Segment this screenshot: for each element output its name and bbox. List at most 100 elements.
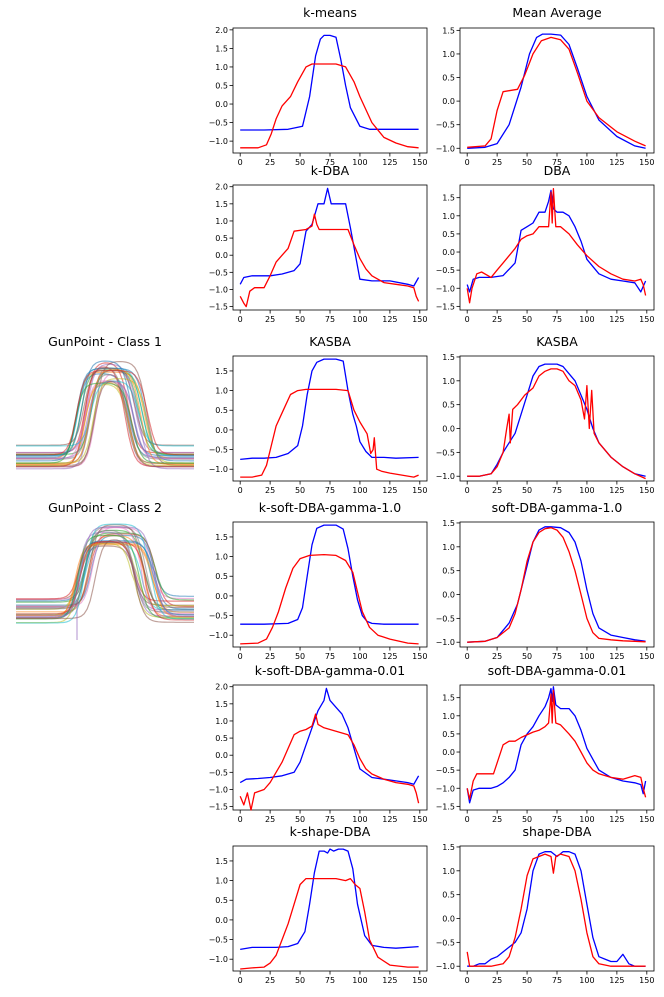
sample-trace [16,360,194,457]
x-tick-label: 125 [609,486,624,495]
x-tick-label: 150 [412,486,427,495]
x-tick-label: 100 [579,315,594,324]
x-tick-label: 50 [522,652,532,661]
x-tick-label: 25 [265,315,275,324]
chart-title: k-means [303,5,357,20]
y-tick-label: 1.5 [442,26,455,35]
y-tick-label: −1.0 [436,638,455,647]
y-tick-label: 1.5 [215,857,228,866]
sample-trace [16,380,194,447]
y-tick-label: −0.5 [209,612,228,621]
x-tick-label: 100 [579,652,594,661]
y-tick-label: −1.0 [436,144,455,153]
y-tick-label: 1.0 [215,717,228,726]
y-tick-label: 1.5 [442,353,455,362]
sample-trace [16,360,194,466]
x-tick-label: 75 [552,976,562,985]
axes-frame [459,684,655,811]
x-tick-label: 75 [552,486,562,495]
x-tick-label: 50 [522,815,532,824]
y-tick-label: 0.5 [215,734,228,743]
y-tick-label: 2.0 [215,26,228,35]
x-tick-label: 0 [465,486,470,495]
series-line-cluster_a [466,189,647,293]
sample-trace [16,379,194,460]
x-tick-label: 125 [382,315,397,324]
chart-panel-11: k-shape-DBA 0 25 50 75 100 125 150 −1.0 −0.5 0.0 0.… [209,824,428,985]
y-tick-label: −1.5 [209,303,228,312]
x-tick-label: 150 [639,815,654,824]
y-tick-label: 0.0 [442,248,455,257]
y-tick-label: 0.0 [442,591,455,600]
series-line-cluster_b [240,877,419,970]
y-tick-label: 1.0 [442,867,455,876]
y-tick-label: 0.0 [442,748,455,757]
chart-panel-10: soft-DBA-gamma-0.01 0 25 50 75 100 125 150 −1.5 −… [436,663,655,824]
y-tick-label: −1.5 [436,302,455,311]
sample-trace [16,526,194,619]
chart-panel-4: DBA 0 25 50 75 100 125 150 −1.5 −1.0 −0.5 0.0 0.5 1.0… [436,163,655,324]
chart-title: KASBA [309,334,351,349]
x-tick-label: 0 [465,976,470,985]
x-tick-label: 100 [579,815,594,824]
y-tick-label: −0.5 [209,768,228,777]
y-tick-label: 0.5 [442,730,455,739]
y-tick-label: 0.5 [215,406,228,415]
series-line-cluster_a [240,848,419,951]
x-tick-label: 25 [492,315,502,324]
x-tick-label: 150 [412,315,427,324]
y-tick-label: 0.5 [442,74,455,83]
x-tick-label: 25 [492,158,502,167]
x-tick-label: 25 [492,652,502,661]
x-tick-label: 100 [352,815,367,824]
y-tick-label: 1.5 [442,519,455,528]
y-tick-label: 1.0 [215,217,228,226]
y-tick-label: 0.0 [215,592,228,601]
x-tick-label: 25 [265,652,275,661]
chart-panel-1: k-means 0 25 50 75 100 125 150 −1.0 −0.5 0.0 0.5 1.0… [209,5,428,167]
y-tick-label: 0.5 [215,572,228,581]
y-tick-label: −1.0 [209,631,228,640]
series-line-cluster_b [466,853,646,967]
x-tick-label: 0 [465,815,470,824]
y-tick-label: −1.0 [436,472,455,481]
chart-title: DBA [544,163,571,178]
axes-frame [232,521,428,648]
x-tick-label: 75 [325,158,335,167]
y-tick-label: 1.5 [442,194,455,203]
y-tick-label: 0.0 [215,251,228,260]
y-tick-label: 0.5 [215,234,228,243]
axes-frame [459,355,655,482]
chart-panel-12: shape-DBA 0 25 50 75 100 125 150 −1.0 −0.5 0.0 0.5 1… [436,824,655,985]
y-tick-label: 1.5 [215,533,228,542]
x-tick-label: 100 [579,486,594,495]
sample-trace [16,378,194,464]
y-tick-label: −1.0 [209,285,228,294]
x-tick-label: 125 [609,976,624,985]
x-tick-label: 150 [639,315,654,324]
x-tick-label: 25 [492,976,502,985]
sample-trace [16,541,194,602]
chart-panel-6: KASBA 0 25 50 75 100 125 150 −1.0 −0.5 0.0 0.5 1.0 1.… [436,334,655,495]
sample-trace [16,532,194,603]
y-tick-label: 0.0 [442,915,455,924]
series-line-cluster_b [239,213,420,308]
series-line-cluster_a [467,851,646,967]
x-tick-label: 0 [238,158,243,167]
axes-frame [459,184,655,311]
x-tick-label: 50 [295,158,305,167]
x-tick-label: 0 [465,158,470,167]
x-tick-label: 125 [382,486,397,495]
x-tick-label: 25 [492,486,502,495]
x-tick-label: 125 [609,815,624,824]
chart-panel-3: k-DBA 0 25 50 75 100 125 150 −1.5 −1.0 −0.5 0.0 0.5 1… [209,163,428,324]
x-tick-label: 75 [325,486,335,495]
x-tick-label: 50 [295,976,305,985]
y-tick-label: 0.0 [442,425,455,434]
x-tick-label: 75 [552,158,562,167]
y-tick-label: 1.0 [215,387,228,396]
x-tick-label: 150 [412,976,427,985]
x-tick-label: 75 [325,976,335,985]
chart-title: shape-DBA [523,824,592,839]
y-tick-label: 0.0 [215,100,228,109]
